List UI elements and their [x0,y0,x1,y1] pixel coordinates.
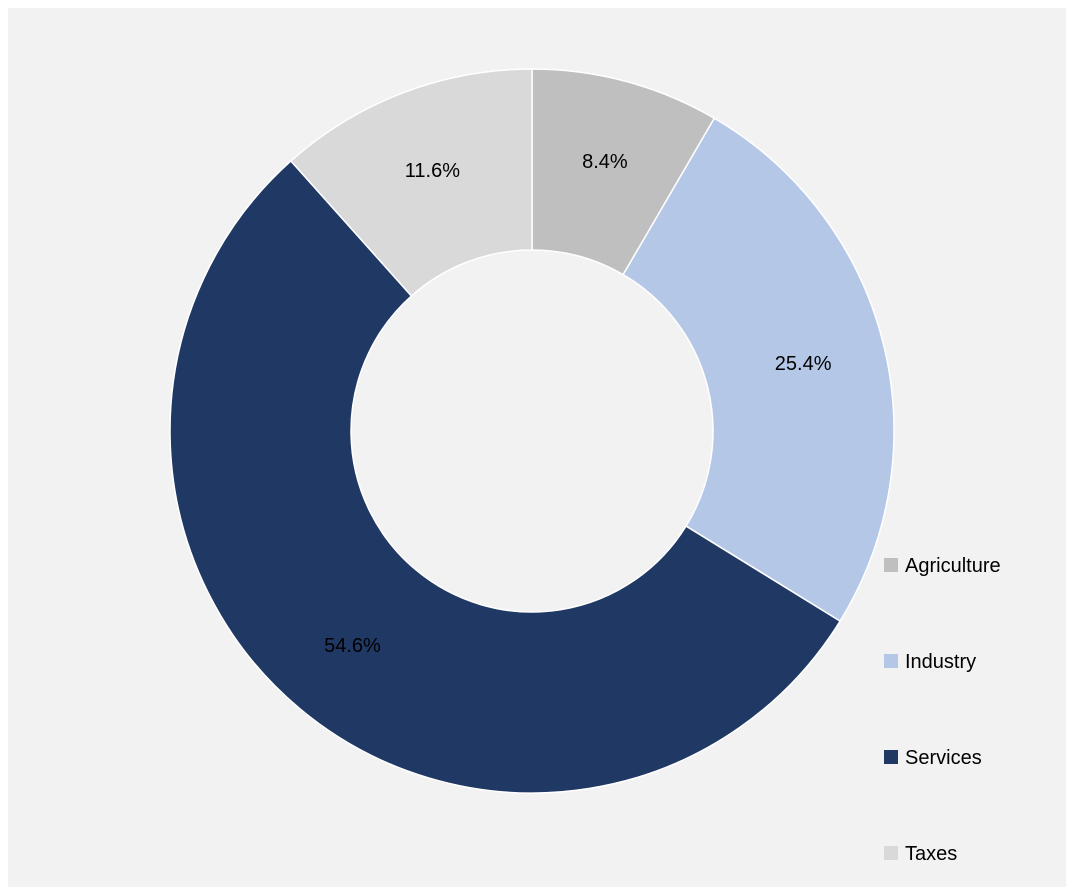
legend-swatch-industry [884,654,898,668]
legend-item-agriculture: Agriculture [884,555,1001,577]
legend-swatch-services [884,750,898,764]
legend-label-industry: Industry [905,651,976,673]
slice-services [169,159,842,794]
slice-labels: 8.4% 25.4% 54.6% 11.6% [324,151,832,657]
legend: Agriculture Industry Services Taxes [884,555,1001,865]
legend-label-services: Services [905,747,982,769]
chart-area: 8.4% 25.4% 54.6% 11.6% Agriculture Industry S… [8,8,1066,887]
legend-swatch-taxes [884,846,898,860]
data-label-agriculture: 8.4% [582,151,628,173]
donut-chart: 8.4% 25.4% 54.6% 11.6% Agriculture Industry S… [169,68,1001,865]
legend-label-agriculture: Agriculture [905,555,1001,577]
legend-item-services: Services [884,747,982,769]
slice-taxes [289,68,533,298]
legend-item-industry: Industry [884,651,976,673]
data-label-taxes: 11.6% [405,160,460,182]
data-label-services: 54.6% [324,635,381,657]
donut-slices [169,68,895,794]
data-label-industry: 25.4% [775,353,832,375]
legend-label-taxes: Taxes [905,843,957,865]
legend-swatch-agriculture [884,558,898,572]
legend-item-taxes: Taxes [884,843,957,865]
slice-industry [622,117,895,623]
